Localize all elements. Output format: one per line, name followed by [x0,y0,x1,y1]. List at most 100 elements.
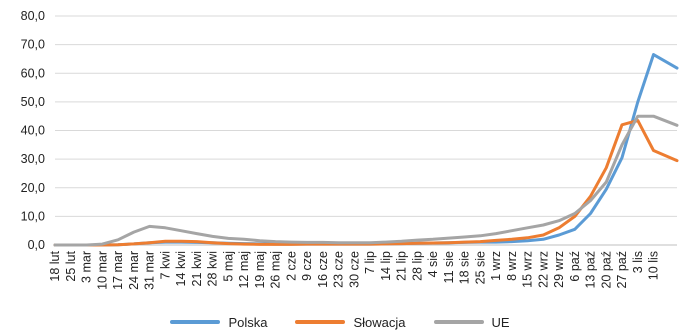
data-point [479,234,482,237]
x-tick-label: 6 paź [568,251,582,282]
x-tick-label: 29 wrz [552,251,566,288]
data-point [117,238,120,241]
data-point [211,241,214,244]
data-point [369,241,372,244]
data-point [542,233,545,236]
data-point [290,241,293,244]
data-point [573,212,576,215]
x-tick-label: 23 cze [332,251,346,288]
grid [55,15,677,246]
data-point [306,241,309,244]
data-point [621,156,624,159]
data-point [164,226,167,229]
data-point [227,242,230,245]
data-point [621,143,624,146]
data-point [526,236,529,239]
data-point [510,238,513,241]
y-tick-label: 20,0 [21,181,45,195]
data-point [180,240,183,243]
data-point [510,229,513,232]
data-point [573,228,576,231]
data-point [258,243,261,246]
x-tick-label: 27 paź [615,251,629,289]
x-tick-label: 31 mar [143,251,157,290]
y-tick-label: 70,0 [21,38,45,52]
legend-label-ue: UE [491,314,510,330]
x-tick-label: 22 wrz [536,251,550,288]
data-point [432,238,435,241]
data-point [479,240,482,243]
data-point [605,181,608,184]
legend-item-polska: Polska [170,315,267,330]
data-point [117,243,120,246]
data-point [85,244,88,247]
data-point [227,237,230,240]
legend: Polska Słowacja UE [0,314,680,330]
x-tick-label: 12 maj [237,251,251,289]
y-tick-label: 50,0 [21,95,45,109]
y-tick-label: 10,0 [21,209,45,223]
legend-swatch-ue [433,320,484,324]
x-tick-label: 3 lis [631,251,645,273]
data-point [337,241,340,244]
x-tick-label: 15 wrz [521,251,535,288]
x-tick-label: 21 kwi [190,251,204,286]
data-point [589,212,592,215]
x-tick-label: 5 maj [221,251,235,282]
x-tick-label: 20 paź [599,251,613,289]
series-lines [53,53,679,247]
x-tick-label: 18 sie [458,251,472,284]
x-tick-label: 17 mar [111,251,125,290]
data-point [558,233,561,236]
data-point [621,123,624,126]
data-point [447,241,450,244]
x-tick-label: 9 cze [300,251,314,281]
data-point [416,242,419,245]
legend-swatch-slowacja [295,320,346,324]
data-point [652,149,655,152]
x-tick-label: 7 kwi [158,251,172,279]
data-point [353,241,356,244]
x-tick-label: 26 maj [269,251,283,289]
data-point [652,115,655,118]
x-tick-label: 25 sie [473,251,487,284]
data-point [148,241,151,244]
data-point [148,225,151,228]
x-tick-label: 28 kwi [206,251,220,286]
data-point [211,235,214,238]
x-tick-label: 10 mar [95,251,109,290]
x-tick-label: 21 lip [395,251,409,281]
data-point [495,232,498,235]
data-point [195,240,198,243]
data-point [416,239,419,242]
x-tick-label: 2 cze [284,251,298,281]
data-point [243,238,246,241]
data-point [652,53,655,56]
data-point [274,243,277,246]
legend-item-ue: UE [433,314,510,330]
data-point [101,243,104,246]
x-tick-label: 16 cze [316,251,330,288]
series-line-ue [53,114,679,247]
x-tick-label: 8 wrz [505,251,519,281]
data-point [432,241,435,244]
data-point [274,240,277,243]
x-tick-label: 14 kwi [174,251,188,286]
data-point [69,244,72,247]
x-tick-label: 19 maj [253,251,267,289]
data-point [605,166,608,169]
x-tick-label: 10 lis [647,251,661,280]
data-point [132,242,135,245]
legend-label-polska: Polska [228,314,268,330]
x-tick-label: 25 lut [64,250,78,281]
x-tick-label: 24 mar [127,251,141,290]
x-tick-label: 18 lut [48,250,62,281]
data-point [636,115,639,118]
data-point [321,241,324,244]
data-point [463,235,466,238]
x-tick-label: 28 lip [410,251,424,281]
data-point [463,241,466,244]
data-point [243,243,246,246]
legend-item-slowacja: Słowacja [295,315,406,330]
data-point [526,226,529,229]
